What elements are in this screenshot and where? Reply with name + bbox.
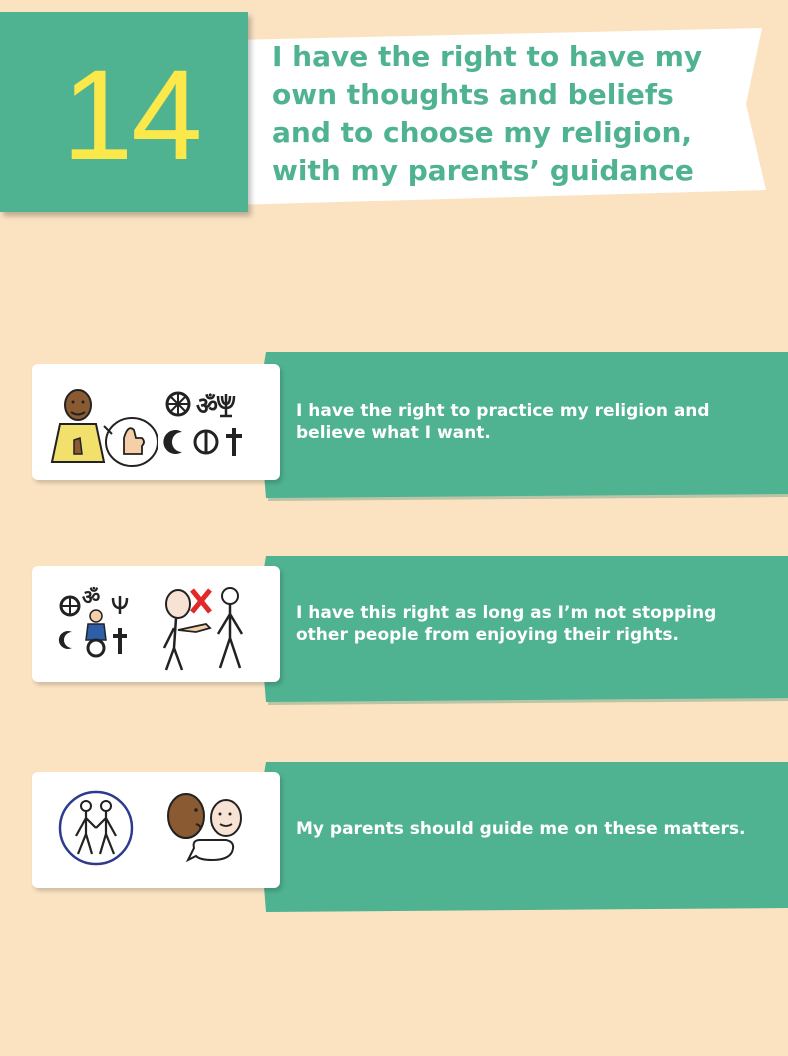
religious-symbols-icon: ॐ (163, 391, 242, 456)
stop-pointing-icon (162, 587, 244, 671)
icon-card-1: ॐ (32, 364, 280, 480)
row-text-1: I have the right to practice my religion… (296, 401, 710, 443)
page-title: I have the right to have my own thoughts… (272, 40, 703, 187)
svg-text:ॐ: ॐ (196, 392, 218, 420)
svg-text:ॐ: ॐ (82, 585, 100, 609)
title-banner (232, 28, 766, 205)
parents-circle-icon (58, 790, 134, 866)
article-number: 14 (62, 44, 202, 187)
parent-talking-icon (167, 793, 242, 863)
rights-row-2: ॐ I have this right as long as I’m not s… (0, 556, 788, 716)
rights-row-1: ॐ I have the right to practice my religi… (0, 352, 788, 512)
green-card-2 (258, 556, 788, 705)
religious-symbols-person-icon: ॐ (58, 585, 129, 658)
row-text-3: My parents should guide me on these matt… (296, 819, 746, 839)
person-thumbs-up-icon (50, 389, 158, 467)
green-card-1 (258, 352, 788, 501)
rights-row-3: My parents should guide me on these matt… (0, 762, 788, 922)
icon-card-2: ॐ (32, 566, 280, 682)
article-number-block: 14 (0, 12, 248, 212)
icon-card-3 (32, 772, 280, 888)
row-text-2: I have this right as long as I’m not sto… (296, 603, 717, 645)
green-card-3 (258, 762, 788, 912)
